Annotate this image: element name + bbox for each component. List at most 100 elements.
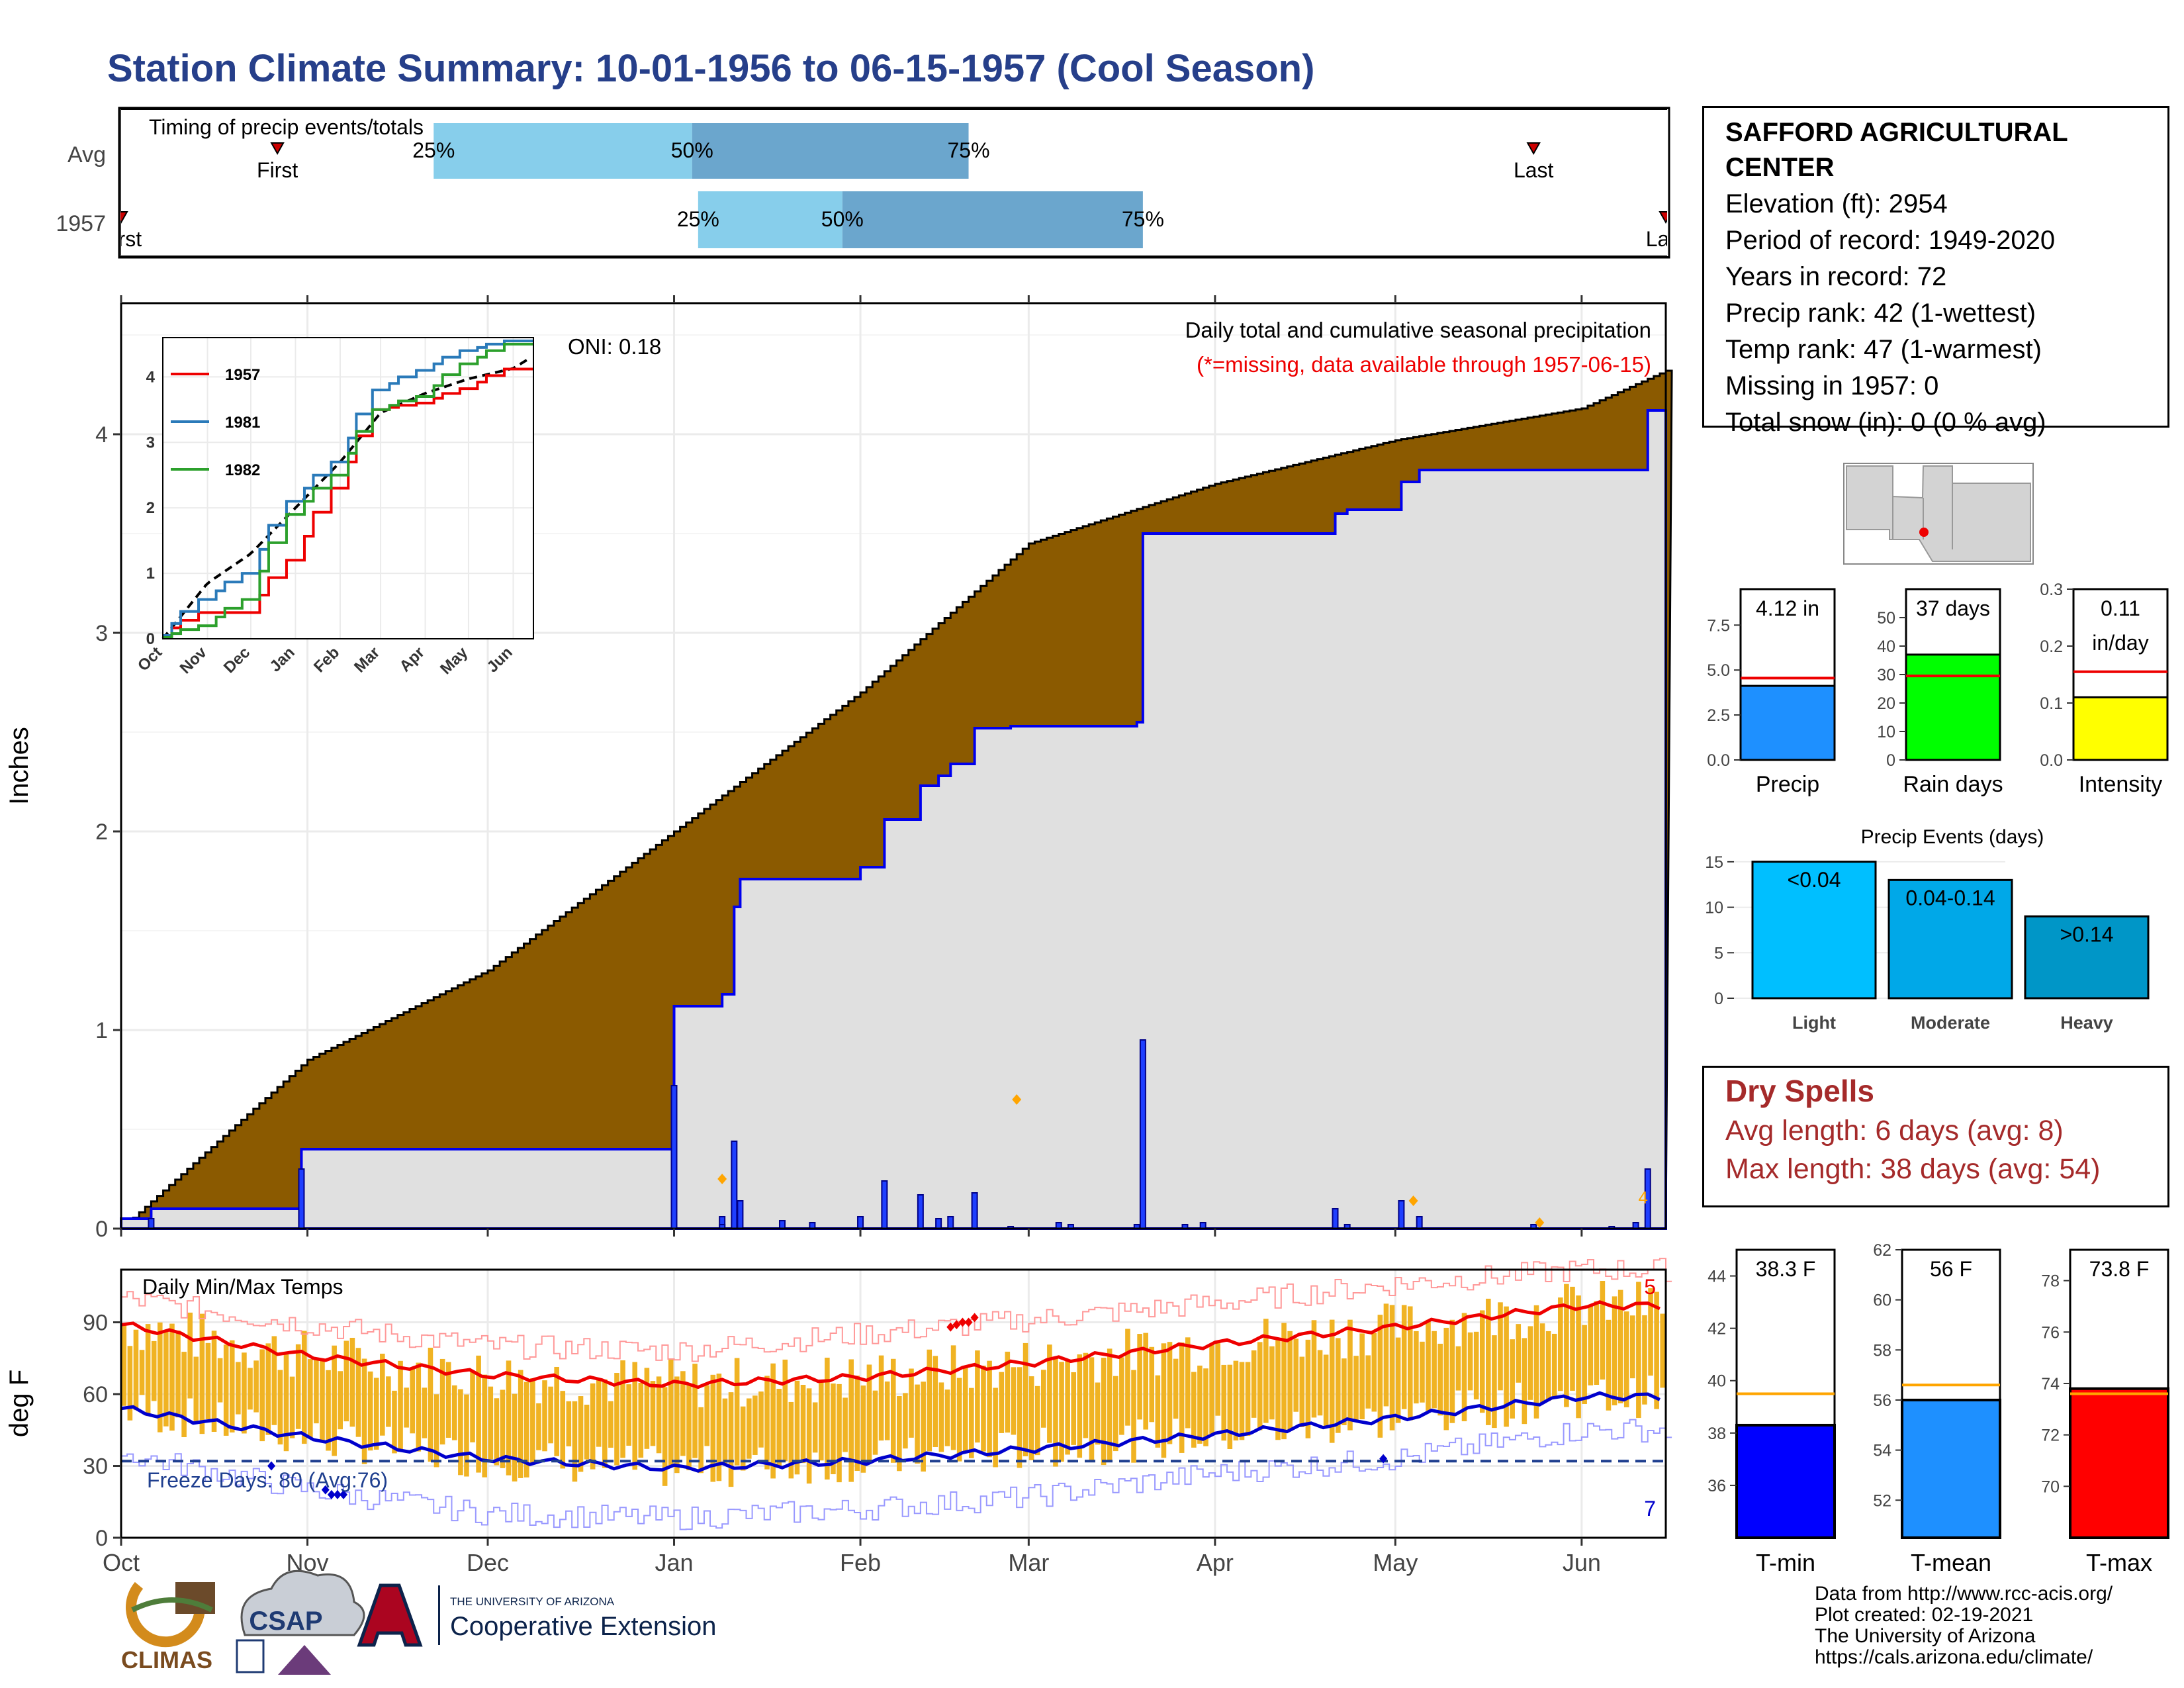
tmin-label: T-min (1756, 1549, 1815, 1576)
mini-tick-label: 7.5 (1707, 616, 1730, 635)
tbar-tick-label: 70 (2041, 1477, 2060, 1496)
record-high-marker (958, 1317, 967, 1327)
daily-temp-bar (506, 1360, 512, 1476)
dry-spells-box: Dry Spells Avg length: 6 days (avg: 8) M… (1702, 1066, 2169, 1207)
daily-temp-bar (1353, 1356, 1359, 1423)
events-bar-label: <0.04 (1788, 868, 1841, 892)
daily-temp-bar (1209, 1344, 1214, 1434)
last-event-label: Last (1514, 158, 1554, 182)
daily-temp-bar (818, 1381, 824, 1461)
daily-temp-bar (392, 1390, 397, 1454)
daily-temp-bar (175, 1331, 181, 1418)
daily-temp-bar (277, 1370, 283, 1445)
main-ylabel: Inches (5, 727, 34, 805)
events-tick-label: 5 (1714, 944, 1723, 962)
daily-temp-bar (554, 1366, 559, 1456)
daily-temp-bar (157, 1322, 163, 1432)
mini-tick-label: 0.0 (1707, 751, 1730, 770)
daily-temp-bar (578, 1396, 584, 1472)
mini-tick-label: 0.2 (2040, 637, 2063, 656)
daily-temp-bar (1107, 1348, 1113, 1461)
tbar-tick-label: 52 (1873, 1491, 1891, 1510)
tbar-tick-label: 36 (1707, 1477, 1726, 1495)
temp-x-tick-label: Jan (655, 1549, 693, 1576)
daily-temp-bar (1449, 1319, 1455, 1423)
daily-temp-bar (704, 1385, 710, 1446)
daily-temp-bar (1065, 1360, 1070, 1455)
timing-pct-label: 50% (821, 207, 864, 231)
daily-temp-bar (428, 1347, 433, 1462)
daily-temp-bar (854, 1376, 860, 1472)
temp-y-tick-label: 0 (95, 1526, 108, 1551)
freeze-days-text: Freeze Days: 80 (Avg:76) (147, 1468, 388, 1492)
daily-temp-bar (470, 1371, 475, 1442)
daily-temp-bar (740, 1406, 746, 1471)
last-event-marker (1526, 142, 1541, 156)
daily-temp-bar (1053, 1358, 1058, 1467)
tmin-value: 38.3 F (1756, 1257, 1816, 1281)
daily-temp-bar (229, 1340, 235, 1432)
daily-temp-bar (1558, 1297, 1563, 1391)
record-low-marker (327, 1489, 336, 1499)
mini-tick-label: 0 (1886, 751, 1895, 770)
daily-temp-bar (1389, 1305, 1395, 1430)
daily-temp-bar (163, 1331, 169, 1427)
dry-spells-max: Max length: 38 days (avg: 54) (1725, 1153, 2101, 1185)
daily-temp-bar (332, 1345, 337, 1456)
daily-temp-bar (584, 1405, 590, 1460)
events-tick-label: 15 (1705, 853, 1723, 872)
timing-pct-label: 25% (412, 138, 455, 162)
credit-data-source: Data from http://www.rcc-acis.org/ (1815, 1583, 2113, 1605)
climas-logo: CLIMAS (121, 1581, 215, 1673)
svg-text:CSAP: CSAP (249, 1607, 322, 1636)
dry-spells-title: Dry Spells (1725, 1074, 1874, 1108)
station-elevation: Elevation (ft): 2954 (1725, 189, 1948, 218)
daily-temp-bar (620, 1360, 625, 1458)
daily-temp-bar (1582, 1325, 1587, 1405)
events-category: Heavy (2060, 1013, 2113, 1033)
y-tick-label: 0 (95, 1217, 108, 1242)
first-event-marker (270, 142, 285, 156)
daily-temp-bar (1492, 1335, 1497, 1429)
tbar-tick-label: 40 (1707, 1372, 1726, 1391)
daily-temp-bar (962, 1366, 968, 1451)
daily-temp-bar (253, 1360, 259, 1413)
daily-temp-bar (1011, 1367, 1017, 1435)
timing-pct-label: 75% (1122, 207, 1164, 231)
inset-legend-label: 1982 (225, 461, 260, 479)
daily-temp-bar (536, 1403, 541, 1450)
tmean-bar (1901, 1398, 2001, 1540)
station-years: Years in record: 72 (1725, 262, 1947, 291)
daily-temp-bar (1028, 1376, 1034, 1460)
mini-tick-label: 0.1 (2040, 694, 2063, 713)
station-name-cont: CENTER (1725, 153, 1835, 182)
events-tick-label: 10 (1705, 899, 1723, 917)
daily-temp-bar (439, 1358, 445, 1445)
mini-tick-label: 5.0 (1707, 661, 1730, 680)
daily-temp-bar (884, 1381, 890, 1440)
tmax-bar (2069, 1387, 2169, 1540)
y-tick-label: 2 (95, 820, 108, 845)
main-caption: Daily total and cumulative seasonal prec… (1185, 318, 1651, 342)
daily-temp-bar (897, 1395, 902, 1472)
daily-temp-bar (692, 1364, 698, 1458)
daily-precip-bar (737, 1200, 744, 1229)
daily-temp-bar (1059, 1362, 1064, 1462)
daily-temp-bar (938, 1382, 944, 1452)
daily-temp-bar (626, 1384, 631, 1446)
y-tick-label: 3 (95, 621, 108, 646)
daily-temp-bar (193, 1356, 199, 1423)
daily-temp-bar (181, 1352, 187, 1438)
daily-temp-bar (758, 1391, 764, 1448)
daily-temp-bar (1047, 1344, 1052, 1443)
daily-temp-bar (386, 1376, 391, 1427)
daily-temp-bar (1564, 1284, 1569, 1407)
daily-temp-bar (602, 1379, 608, 1468)
daily-temp-bar (1588, 1305, 1594, 1385)
daily-temp-bar (890, 1358, 896, 1463)
corner-marker: 4 (1639, 1188, 1648, 1207)
daily-temp-bar (969, 1387, 974, 1458)
daily-temp-bar (361, 1358, 367, 1464)
daily-temp-bar (1137, 1334, 1142, 1420)
